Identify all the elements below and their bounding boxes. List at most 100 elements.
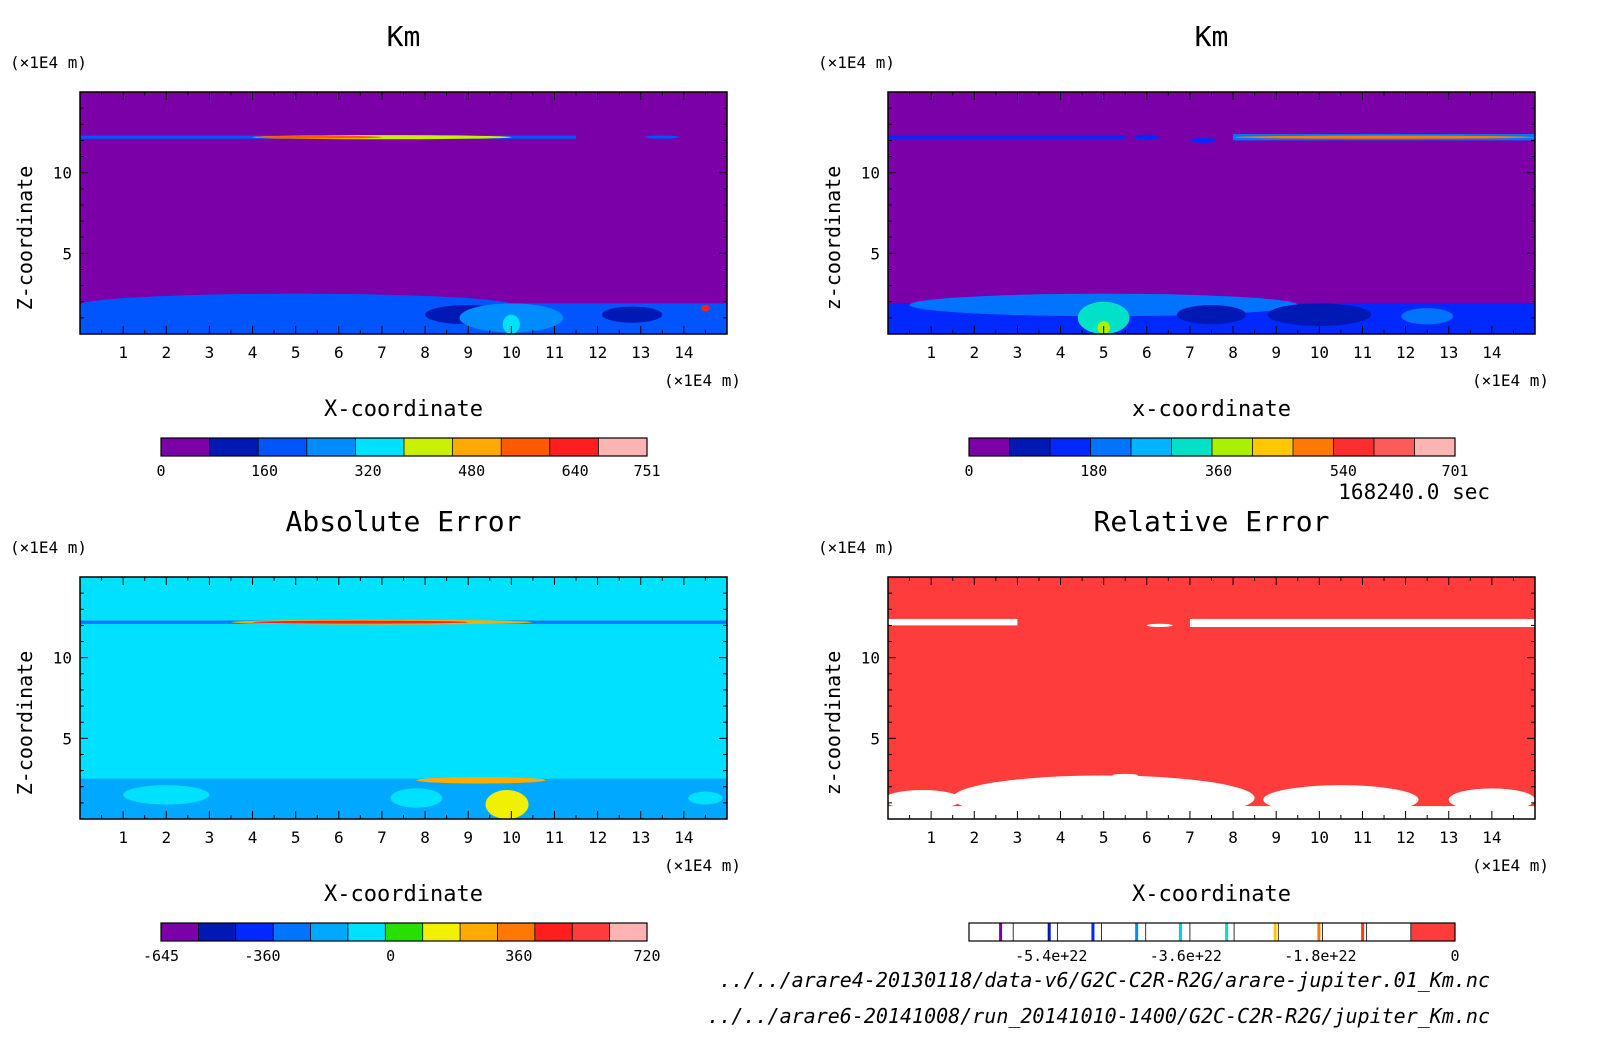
panel-title: Absolute Error xyxy=(285,505,521,538)
colorbar-segment xyxy=(1322,923,1368,941)
x-tick-label: 10 xyxy=(502,343,521,362)
colorbar-segment xyxy=(1366,923,1412,941)
y-unit-label: (×1E4 m) xyxy=(10,538,87,557)
x-unit-label: (×1E4 m) xyxy=(664,371,741,390)
x-axis-label: X-coordinate xyxy=(324,397,483,422)
colorbar-segment xyxy=(347,923,386,941)
colorbar-level-line xyxy=(1178,923,1182,941)
x-tick-label: 3 xyxy=(205,828,215,847)
field-contour xyxy=(688,791,723,805)
field-contour xyxy=(123,785,210,805)
colorbar-segment xyxy=(385,923,424,941)
field-contour xyxy=(1077,301,1130,334)
y-tick-label: 10 xyxy=(53,649,72,668)
x-axis-label: X-coordinate xyxy=(1132,882,1291,907)
colorbar-segment xyxy=(161,923,199,941)
x-unit-label: (×1E4 m) xyxy=(1472,856,1549,875)
x-tick-label: 11 xyxy=(1353,828,1372,847)
colorbar-segment xyxy=(1410,923,1456,941)
x-tick-label: 11 xyxy=(545,828,564,847)
x-tick-label: 8 xyxy=(1228,828,1238,847)
colorbar-tick-label: 160 xyxy=(251,462,278,480)
x-tick-label: 12 xyxy=(588,343,607,362)
plot-area xyxy=(80,577,727,819)
x-tick-label: 14 xyxy=(1482,343,1501,362)
colorbar-segment xyxy=(534,923,573,941)
colorbar-segment xyxy=(1131,438,1172,456)
colorbar-segment xyxy=(404,438,454,456)
x-tick-label: 10 xyxy=(1310,343,1329,362)
colorbar-segment xyxy=(1278,923,1323,941)
background-field xyxy=(80,92,727,334)
colorbar-segment xyxy=(1252,438,1294,456)
x-tick-label: 1 xyxy=(926,343,936,362)
field-contour xyxy=(485,789,529,819)
x-tick-label: 4 xyxy=(248,343,258,362)
x-tick-label: 13 xyxy=(631,828,650,847)
colorbar-tick-label: 0 xyxy=(386,947,395,965)
colorbar-segment xyxy=(452,438,502,456)
x-tick-label: 5 xyxy=(1099,828,1109,847)
colorbar-segment xyxy=(258,438,308,456)
colorbar-tick-label: -1.8e+22 xyxy=(1284,947,1356,965)
colorbar-segment xyxy=(209,438,259,456)
x-tick-label: 14 xyxy=(674,828,693,847)
x-unit-label: (×1E4 m) xyxy=(1472,371,1549,390)
y-tick-label: 10 xyxy=(861,649,880,668)
y-tick-label: 5 xyxy=(62,729,72,748)
colorbar-segment xyxy=(969,438,1010,456)
y-axis-label: z-coordinate xyxy=(821,166,845,311)
colorbar-tick-label: 701 xyxy=(1441,462,1468,480)
field-contour xyxy=(1146,623,1173,628)
colorbar: -645 -360 0 360 720 xyxy=(143,922,661,965)
field-contour xyxy=(252,135,382,139)
x-tick-label: 4 xyxy=(248,828,258,847)
y-axis-label: z-coordinate xyxy=(821,651,845,796)
y-unit-label: (×1E4 m) xyxy=(818,53,895,72)
panel-title: Km xyxy=(1195,20,1229,53)
x-tick-label: 7 xyxy=(377,343,387,362)
colorbar-segment xyxy=(1009,438,1051,456)
colorbar-segment xyxy=(1414,438,1456,456)
colorbar-segment xyxy=(598,438,648,456)
field-contour xyxy=(952,775,1255,819)
colorbar-segment xyxy=(572,923,611,941)
colorbar-tick-label: 720 xyxy=(633,947,660,965)
x-tick-label: 2 xyxy=(969,828,979,847)
x-axis-label: x-coordinate xyxy=(1132,397,1291,422)
colorbar-segment xyxy=(1333,438,1375,456)
x-tick-label: 14 xyxy=(1482,828,1501,847)
field-contour xyxy=(502,314,520,334)
x-tick-label: 8 xyxy=(420,343,430,362)
colorbar-tick-label: -360 xyxy=(244,947,280,965)
field-contour xyxy=(1267,303,1372,326)
field-contour xyxy=(1189,137,1216,143)
colorbar-tick-label: -3.6e+22 xyxy=(1150,947,1222,965)
x-tick-label: 8 xyxy=(1228,343,1238,362)
panel-3: Absolute Error(×1E4 m)1 2 3 4 5 6 7 8 9 10 11 12 13 1… xyxy=(10,505,741,965)
plot-area xyxy=(888,92,1535,334)
colorbar-level-line xyxy=(1317,923,1321,941)
colorbar-segment xyxy=(1189,923,1235,941)
colorbar-tick-label: 640 xyxy=(562,462,589,480)
x-tick-label: 1 xyxy=(118,828,128,847)
field-contour xyxy=(252,620,469,624)
x-tick-label: 11 xyxy=(1353,343,1372,362)
colorbar-segment xyxy=(1293,438,1334,456)
x-tick-label: 9 xyxy=(463,828,473,847)
y-tick-label: 5 xyxy=(870,244,880,263)
background-field xyxy=(888,92,1535,334)
colorbar-tick-label: 480 xyxy=(458,462,485,480)
x-tick-label: 5 xyxy=(1099,343,1109,362)
colorbar-level-line xyxy=(1135,923,1139,941)
field-contour xyxy=(701,304,710,312)
x-unit-label: (×1E4 m) xyxy=(664,856,741,875)
x-tick-label: 7 xyxy=(377,828,387,847)
colorbar-level-line xyxy=(1091,923,1095,941)
field-contour xyxy=(1470,620,1514,624)
colorbar-segment xyxy=(1101,923,1147,941)
colorbar: 0 180 360 540 701 xyxy=(964,437,1469,480)
colorbar-segment xyxy=(422,923,461,941)
y-tick-label: 10 xyxy=(53,164,72,183)
